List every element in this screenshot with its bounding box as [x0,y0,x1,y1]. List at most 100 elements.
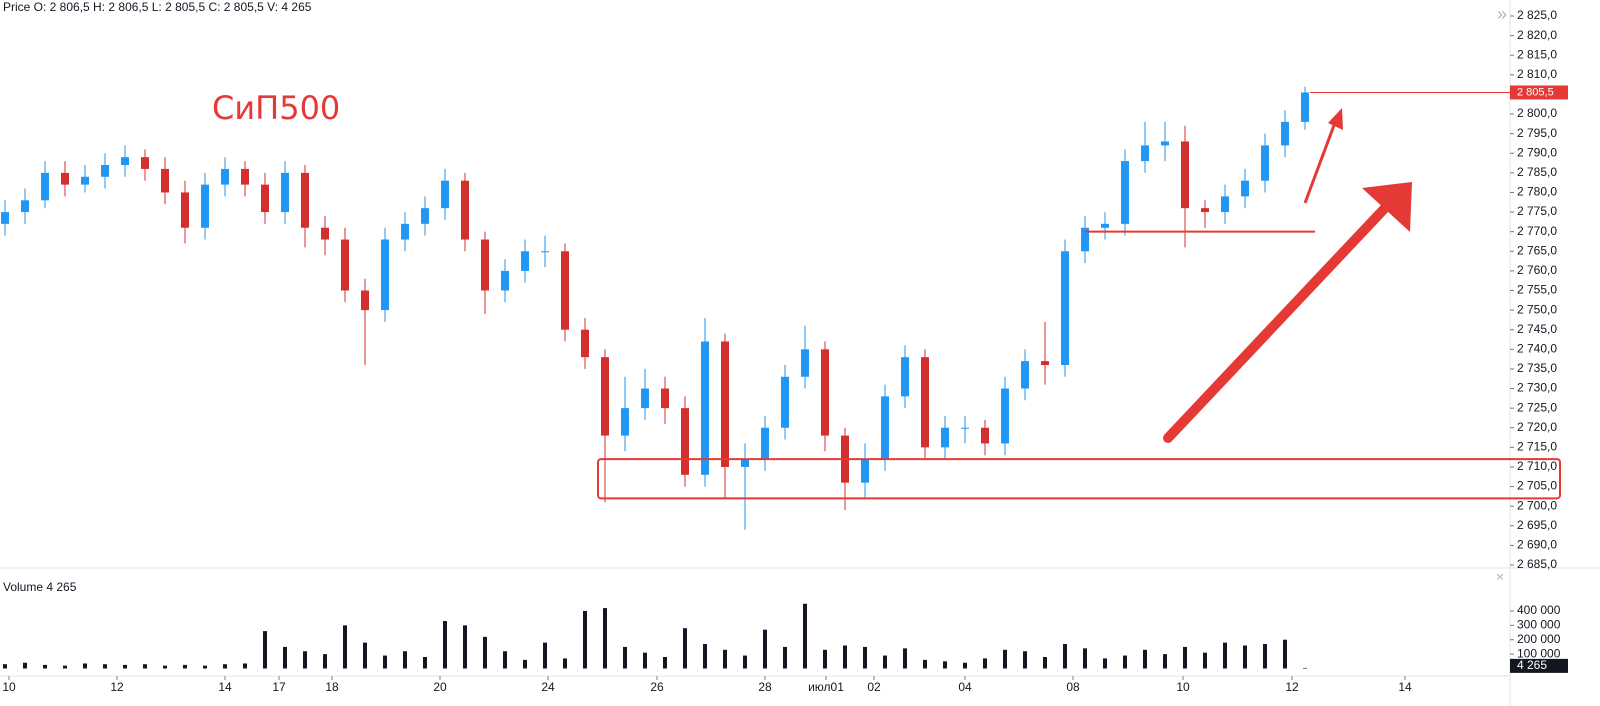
volume-bar [723,649,727,669]
y-tick-label: 2 700,0 [1517,498,1557,512]
candle-body [1121,161,1129,224]
small-arrow-head [1328,108,1343,130]
volume-bar [1083,648,1087,669]
y-tick-label: 2 765,0 [1517,243,1557,257]
candle-body [161,168,169,193]
volume-bar [183,664,187,669]
volume-bar [1123,655,1127,669]
candle-body [781,376,789,428]
y-tick-label: 2 715,0 [1517,440,1557,454]
candle-body [1181,141,1189,209]
y-tick-label: 2 710,0 [1517,459,1557,473]
candle-body [581,329,589,358]
candle-body [1041,361,1049,366]
candle-body [961,427,969,429]
candle-body [301,172,309,228]
candle-body [21,200,29,213]
big-arrow-shaft [1163,203,1390,443]
candle-body [661,388,669,409]
candle-body [141,157,149,169]
candle-body [861,459,869,483]
volume-bar [1183,646,1187,669]
candle-body [261,184,269,213]
volume-bar [23,662,27,669]
candle-body [701,341,709,475]
volume-bar [3,664,7,669]
candle-body [641,388,649,409]
candle-body [41,172,49,201]
big-arrow-head [1362,182,1412,232]
volume-bar [1303,667,1307,669]
candle-body [541,251,549,253]
candle-body [881,396,889,460]
volume-bar [423,656,427,669]
volume-bar [923,659,927,669]
y-tick-label: 2 785,0 [1517,165,1557,179]
y-tick-label: 2 810,0 [1517,67,1557,81]
candle-body [1261,145,1269,181]
candle-body [601,357,609,436]
candle-body [221,168,229,185]
candle-body [481,239,489,291]
candle-body [441,180,449,209]
volume-bar [203,665,207,669]
close-button[interactable]: × [1496,569,1504,585]
volume-bar [483,636,487,669]
x-tick-label: 02 [867,680,881,694]
y-tick-label: 2 735,0 [1517,361,1557,375]
y-tick-label: 2 815,0 [1517,47,1557,61]
volume-bar [623,646,627,669]
y-tick-label: 2 750,0 [1517,302,1557,316]
x-tick-label: 14 [218,680,232,694]
volume-bar [843,645,847,669]
volume-bar [123,664,127,669]
volume-bar [683,628,687,669]
y-tick-label: 2 825,0 [1517,8,1557,22]
volume-bar [643,652,647,669]
volume-bar [803,603,807,669]
y-tick-label: 2 740,0 [1517,341,1557,355]
y-tick-label: 2 760,0 [1517,263,1557,277]
candle-body [1061,251,1069,366]
x-tick-label: 10 [1176,680,1190,694]
candle-body [681,408,689,475]
candle-body [981,427,989,444]
candle-body [1301,92,1309,122]
candle-body [1141,145,1149,162]
candle-body [241,168,249,185]
scroll-button[interactable]: » [1497,4,1507,24]
volume-bar [943,661,947,669]
candle-body [821,349,829,436]
candle-body [361,290,369,311]
volume-bar [1243,645,1247,669]
volume-bar [563,658,567,669]
y-tick-label: 2 800,0 [1517,106,1557,120]
volume-title: Volume 4 265 [3,580,77,594]
candle-body [321,227,329,240]
x-tick-label: 12 [1285,680,1299,694]
candle-body [1101,223,1109,228]
last-volume-box [1510,658,1568,673]
candle-body [761,427,769,460]
volume-bar [43,664,47,669]
x-tick-label: 10 [2,680,16,694]
volume-bar [503,651,507,669]
volume-tick-label: 400 000 [1517,603,1561,617]
y-tick-label: 2 775,0 [1517,204,1557,218]
candle-body [461,180,469,240]
volume-bar [983,658,987,669]
volume-tick-label: 300 000 [1517,618,1561,632]
volume-bar [1263,644,1267,669]
x-tick-label: 12 [110,680,124,694]
candle-body [121,157,129,166]
x-tick-label: 28 [758,680,772,694]
y-tick-label: 2 695,0 [1517,518,1557,532]
volume-bar [463,625,467,669]
candle-body [741,459,749,467]
y-tick-label: 2 820,0 [1517,28,1557,42]
volume-bar [963,662,967,669]
volume-bar [143,664,147,669]
volume-bar [823,649,827,669]
volume-bar [583,610,587,669]
